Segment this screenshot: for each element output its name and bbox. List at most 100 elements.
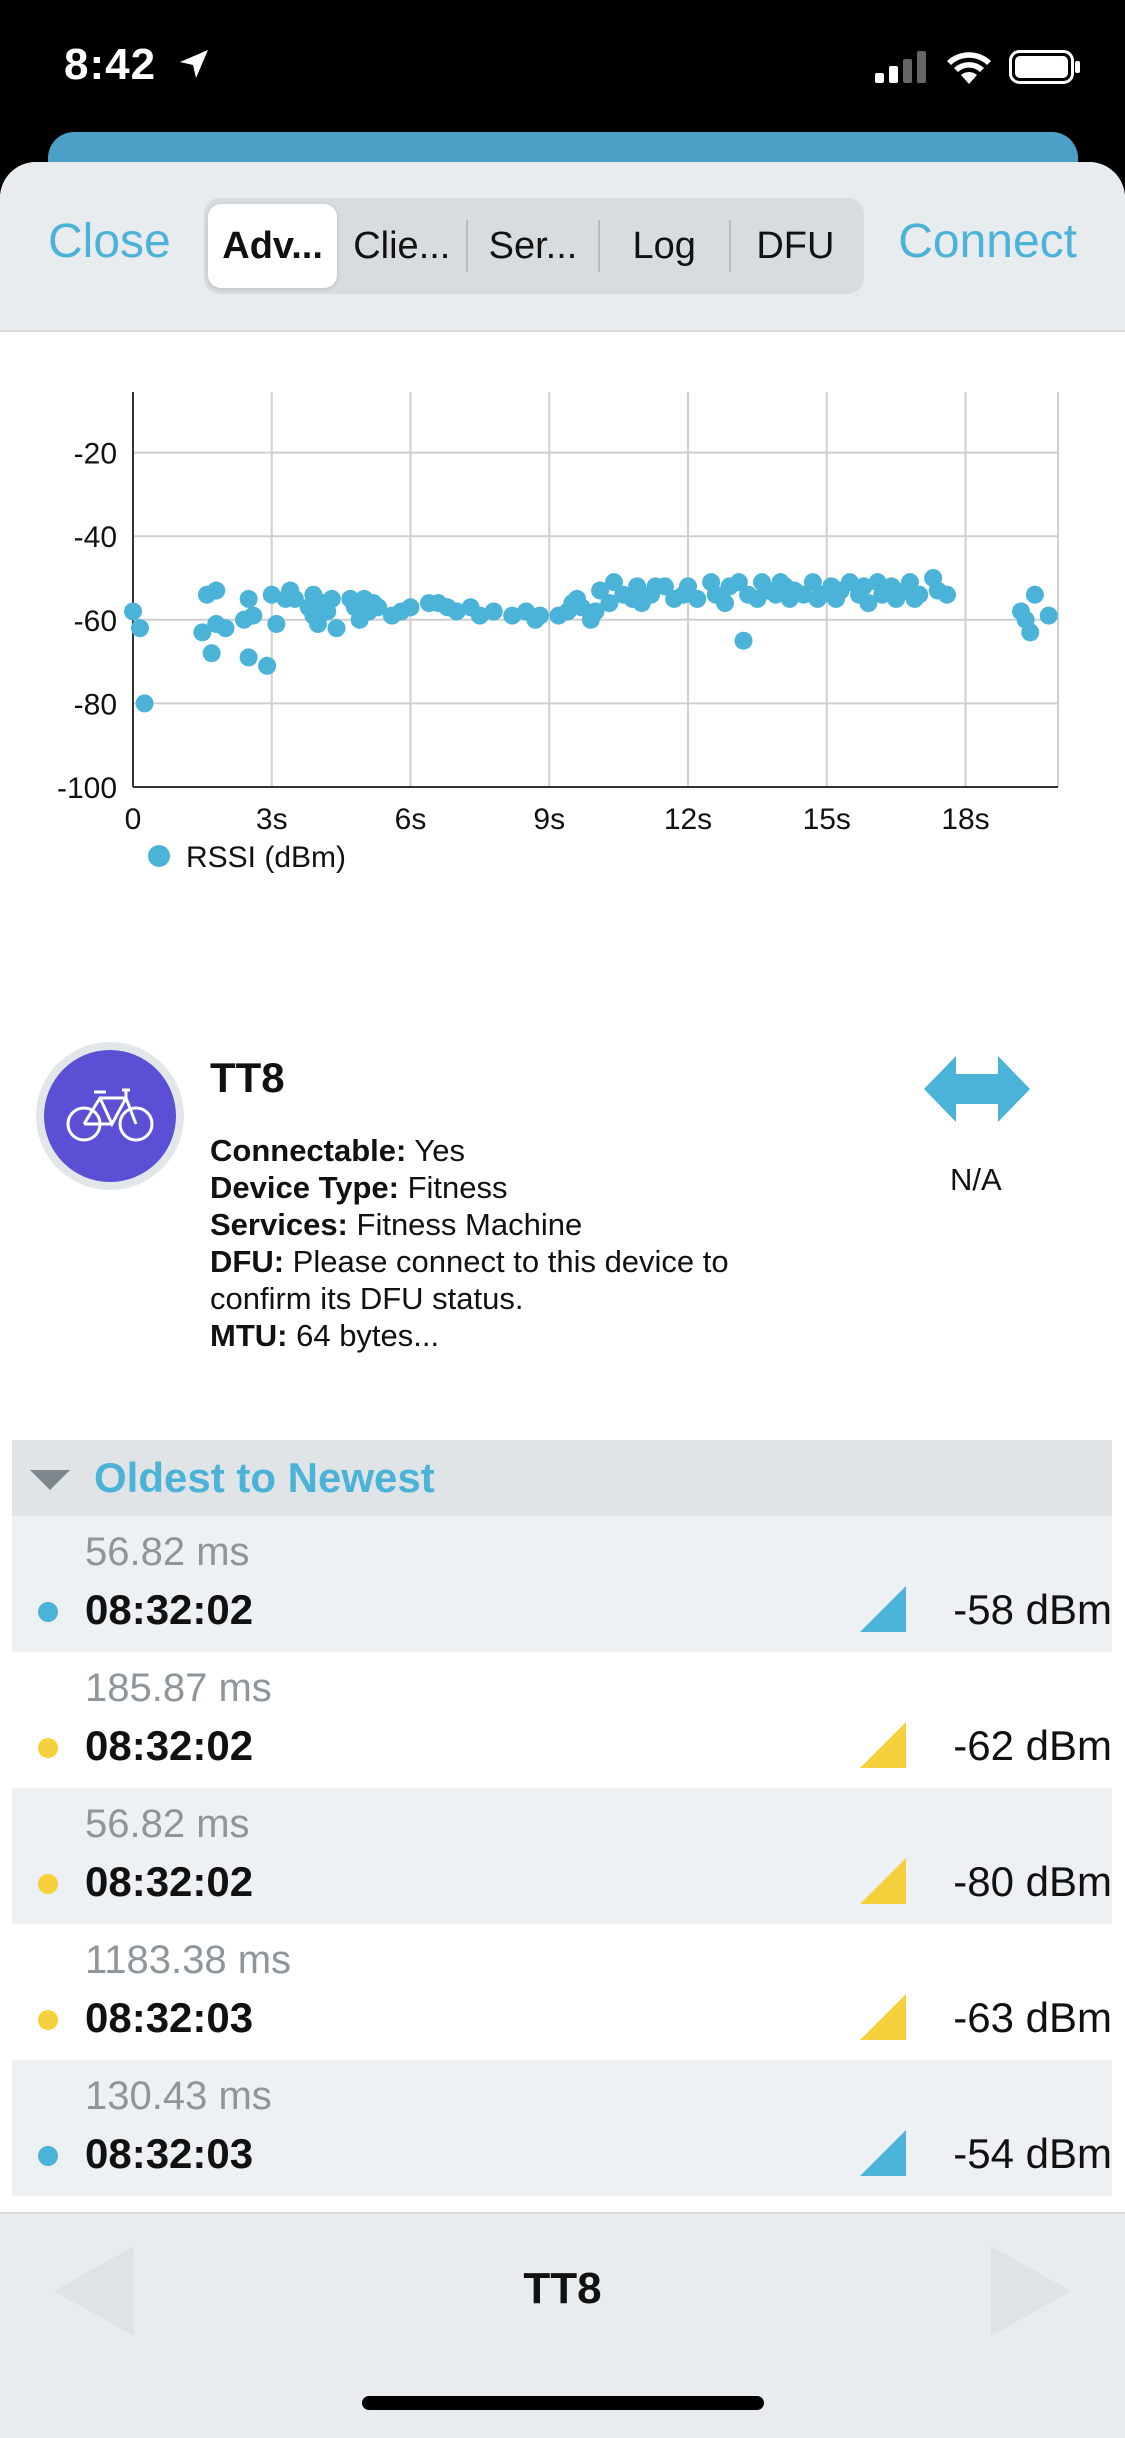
tab-client[interactable]: Clie...	[353, 224, 451, 267]
tab-log[interactable]: Log	[632, 224, 696, 267]
x-tick-label: 18s	[941, 803, 989, 836]
data-point	[572, 598, 591, 617]
connect-button[interactable]: Connect	[898, 215, 1077, 268]
battery-icon	[1009, 50, 1081, 89]
data-point	[1025, 585, 1044, 604]
timestamp: 08:32:02	[85, 1858, 254, 1905]
double-arrow-icon	[922, 1052, 1032, 1131]
tab-segmented-control: Adv... Clie... Ser... Log DFU	[204, 198, 864, 294]
data-point	[655, 577, 674, 596]
duration: 185.87 ms	[85, 1666, 272, 1710]
legend-label: RSSI (dBm)	[186, 841, 346, 874]
list-item[interactable]: 56.82 ms 08:32:02 -80 dBm	[12, 1788, 1112, 1924]
triangle-down-icon	[28, 1468, 72, 1497]
data-point	[586, 602, 605, 621]
list-item[interactable]: 1183.38 ms 08:32:03 -63 dBm	[12, 1924, 1112, 2060]
timestamp: 08:32:02	[85, 1586, 254, 1633]
y-tick-label: -20	[74, 438, 117, 471]
advertisement-list: 56.82 ms 08:32:02 -58 dBm 185.87 ms 08:3…	[12, 1516, 1112, 2196]
duration: 56.82 ms	[85, 1802, 250, 1846]
data-point	[1021, 623, 1040, 642]
device-avatar	[44, 1050, 176, 1182]
x-tick-label: 6s	[395, 803, 427, 836]
status-dot	[38, 1738, 58, 1758]
duration: 56.82 ms	[85, 1530, 250, 1574]
data-point	[803, 573, 822, 592]
data-point	[794, 585, 813, 604]
status-dot	[38, 2010, 58, 2030]
connection-status: N/A	[950, 1162, 1002, 1197]
tab-divider	[597, 220, 600, 272]
data-point	[854, 577, 873, 596]
home-indicator	[362, 2396, 764, 2410]
data-point	[679, 577, 697, 596]
rssi-value: -54 dBm	[953, 2130, 1112, 2177]
data-point	[130, 619, 149, 638]
signal-icon	[858, 1992, 908, 2047]
tab-server[interactable]: Ser...	[488, 224, 578, 267]
signal-icon	[858, 1720, 908, 1775]
list-item[interactable]: 185.87 ms 08:32:02 -62 dBm	[12, 1652, 1112, 1788]
data-point	[447, 602, 466, 621]
y-tick-label: -60	[74, 605, 117, 638]
device-type-line: Device Type: Fitness	[210, 1170, 508, 1205]
close-button[interactable]: Close	[48, 215, 171, 268]
duration: 1183.38 ms	[85, 1938, 292, 1982]
x-tick-label: 0	[125, 803, 142, 836]
signal-icon	[858, 1856, 908, 1911]
sort-header[interactable]: Oldest to Newest	[12, 1440, 1112, 1516]
tab-advertising[interactable]: Adv...	[208, 204, 338, 288]
data-point	[135, 694, 154, 713]
next-device-button[interactable]	[989, 2244, 1073, 2343]
data-point	[262, 585, 281, 604]
data-point	[239, 589, 258, 608]
data-point	[309, 614, 327, 633]
data-point	[484, 602, 503, 621]
data-point	[369, 598, 388, 617]
data-point	[124, 602, 142, 621]
status-time: 8:42	[64, 40, 157, 89]
data-point	[216, 619, 235, 638]
data-point	[202, 644, 221, 663]
x-tick-label: 12s	[664, 803, 712, 836]
status-bar: 8:42	[0, 0, 1125, 140]
rssi-value: -62 dBm	[953, 1722, 1112, 1769]
device-sheet: Close Adv... Clie... Ser... Log DFU Conn…	[0, 162, 1125, 2436]
data-point	[322, 589, 341, 608]
mtu-line: MTU: 64 bytes...	[210, 1318, 440, 1353]
services-line: Services: Fitness Machine	[210, 1207, 583, 1242]
timestamp: 08:32:03	[85, 2130, 254, 2177]
data-point	[239, 648, 258, 667]
previous-device-button[interactable]	[52, 2244, 136, 2343]
duration: 130.43 ms	[85, 2074, 272, 2118]
device-details: Connectable: Yes Device Type: Fitness Se…	[210, 1132, 830, 1354]
data-point	[470, 606, 489, 625]
status-dot	[38, 1602, 58, 1622]
cellular-signal-icon	[875, 51, 929, 88]
list-item[interactable]: 130.43 ms 08:32:03 -54 dBm	[12, 2060, 1112, 2196]
rssi-value: -58 dBm	[953, 1586, 1112, 1633]
legend-marker	[148, 845, 170, 867]
list-item[interactable]: 56.82 ms 08:32:02 -58 dBm	[12, 1516, 1112, 1652]
y-tick-label: -80	[74, 688, 117, 721]
data-point	[285, 589, 304, 608]
tab-divider	[466, 220, 469, 272]
data-point	[1039, 606, 1058, 625]
data-point	[193, 623, 212, 642]
signal-icon	[858, 1584, 908, 1639]
x-tick-label: 3s	[256, 803, 288, 836]
timestamp: 08:32:03	[85, 1994, 254, 2041]
y-tick-label: -40	[74, 521, 117, 554]
tab-dfu[interactable]: DFU	[756, 224, 835, 267]
data-point	[267, 614, 286, 633]
data-point	[859, 594, 878, 613]
rssi-value: -80 dBm	[953, 1858, 1112, 1905]
y-tick-label: -100	[57, 772, 117, 805]
rssi-value: -63 dBm	[953, 1994, 1112, 2041]
device-card: TT8 Connectable: Yes Device Type: Fitnes…	[0, 1042, 1125, 1562]
data-point	[605, 573, 623, 592]
data-point	[531, 606, 549, 625]
tab-divider	[728, 220, 731, 272]
data-point	[401, 598, 420, 617]
